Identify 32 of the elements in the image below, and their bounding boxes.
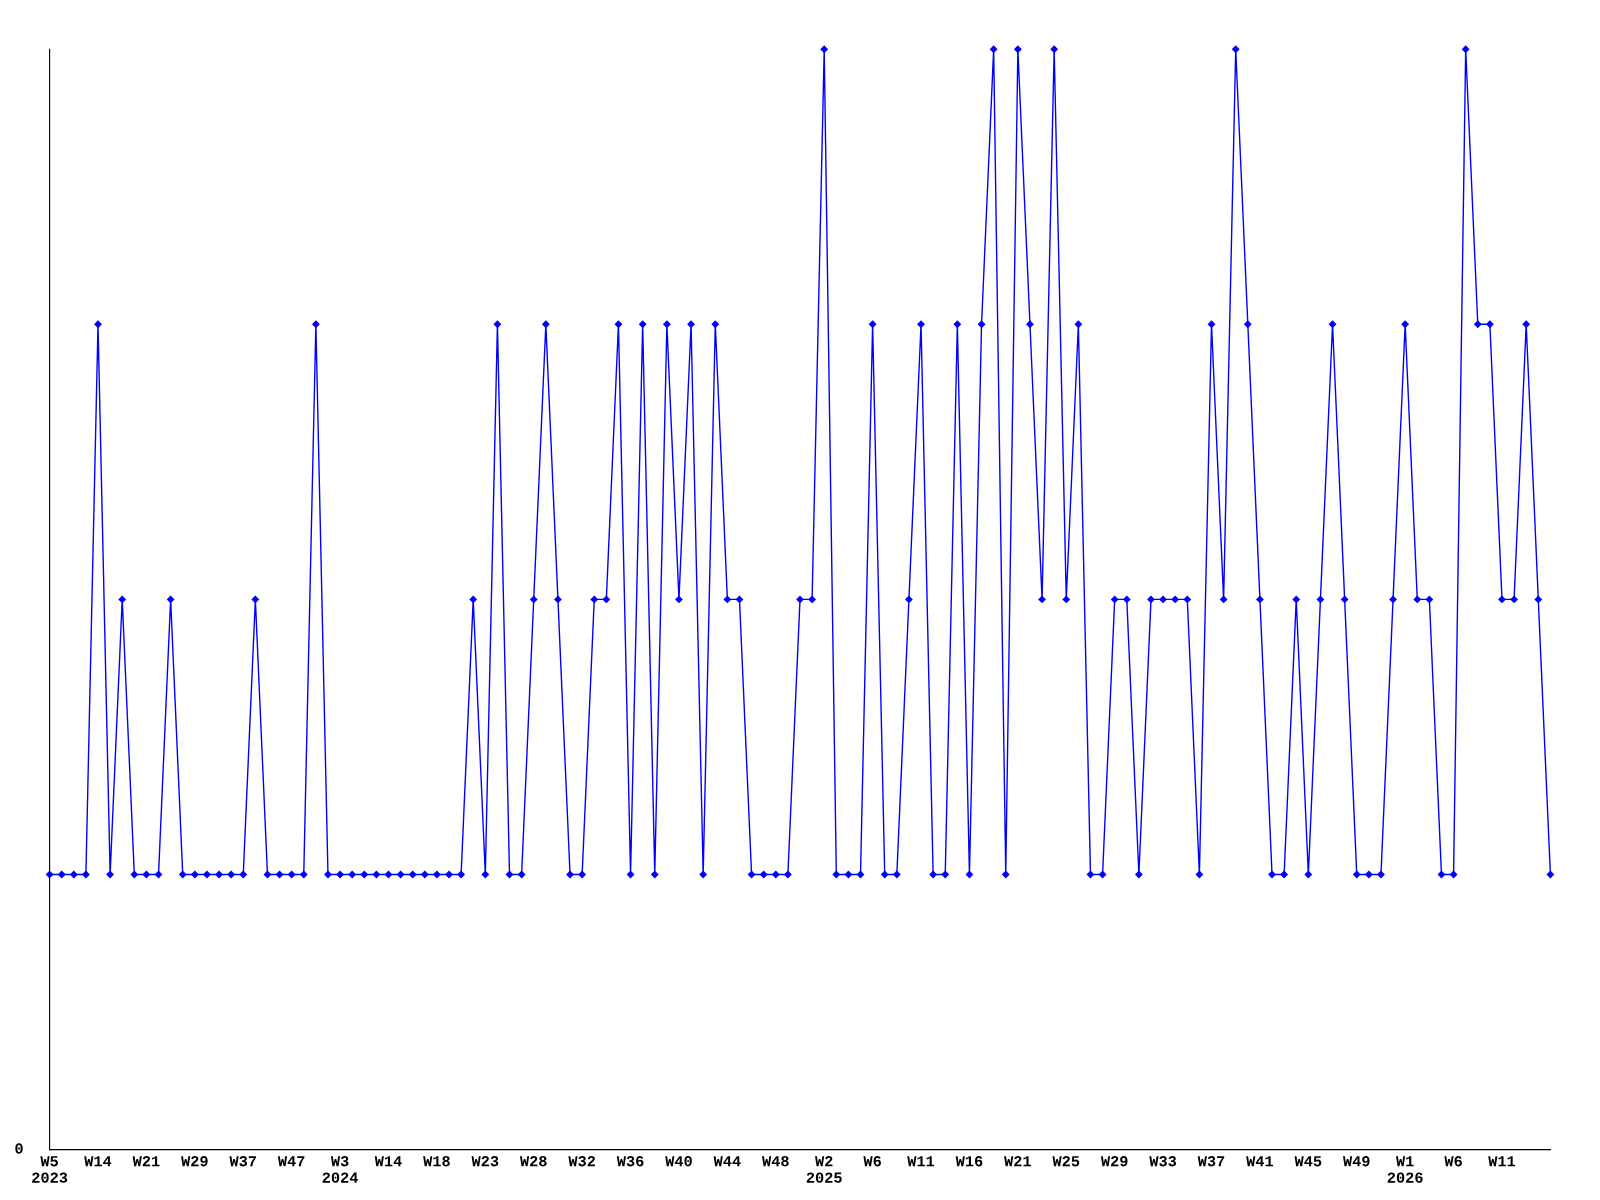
- x-tick-label: W11: [907, 1156, 935, 1167]
- x-tick-label: W37: [229, 1156, 256, 1167]
- x-tick-label: W6: [1444, 1156, 1462, 1167]
- x-tick-label: W41: [1246, 1156, 1274, 1167]
- x-tick-label: W23: [471, 1156, 499, 1167]
- x-tick-label: W5 2023: [32, 1156, 68, 1183]
- x-tick-label: W25: [1052, 1156, 1080, 1167]
- x-tick-label: W21: [1004, 1156, 1031, 1167]
- x-tick-label: W36: [616, 1156, 644, 1167]
- x-tick-label: W49: [1342, 1156, 1370, 1167]
- x-tick-label: W6: [863, 1156, 881, 1167]
- x-tick-label: W2 2025: [806, 1156, 842, 1183]
- x-tick-label: W29: [181, 1156, 208, 1167]
- x-tick-label: W18: [423, 1156, 450, 1167]
- x-tick-label: W32: [568, 1156, 595, 1167]
- x-tick-label: W47: [277, 1156, 305, 1167]
- x-tick-label: W11: [1488, 1156, 1516, 1167]
- x-tick-label: W37: [1197, 1156, 1225, 1167]
- x-tick-label: W40: [665, 1156, 692, 1167]
- x-tick-label: W44: [713, 1156, 741, 1167]
- x-tick-label: W14: [84, 1156, 112, 1167]
- x-tick-label: W21: [132, 1156, 160, 1167]
- x-tick-label: W1 2026: [1387, 1156, 1423, 1183]
- x-tick-label: W3 2024: [322, 1156, 358, 1183]
- x-tick-label: W28: [519, 1156, 547, 1167]
- x-tick-label: W33: [1149, 1156, 1177, 1167]
- x-tick-label: W48: [762, 1156, 789, 1167]
- x-tick-label: W16: [955, 1156, 983, 1167]
- x-tick-label: W29: [1100, 1156, 1128, 1167]
- x-tick-label: W14: [374, 1156, 402, 1167]
- text: 0: [15, 1143, 23, 1154]
- x-tick-label: W45: [1294, 1156, 1322, 1167]
